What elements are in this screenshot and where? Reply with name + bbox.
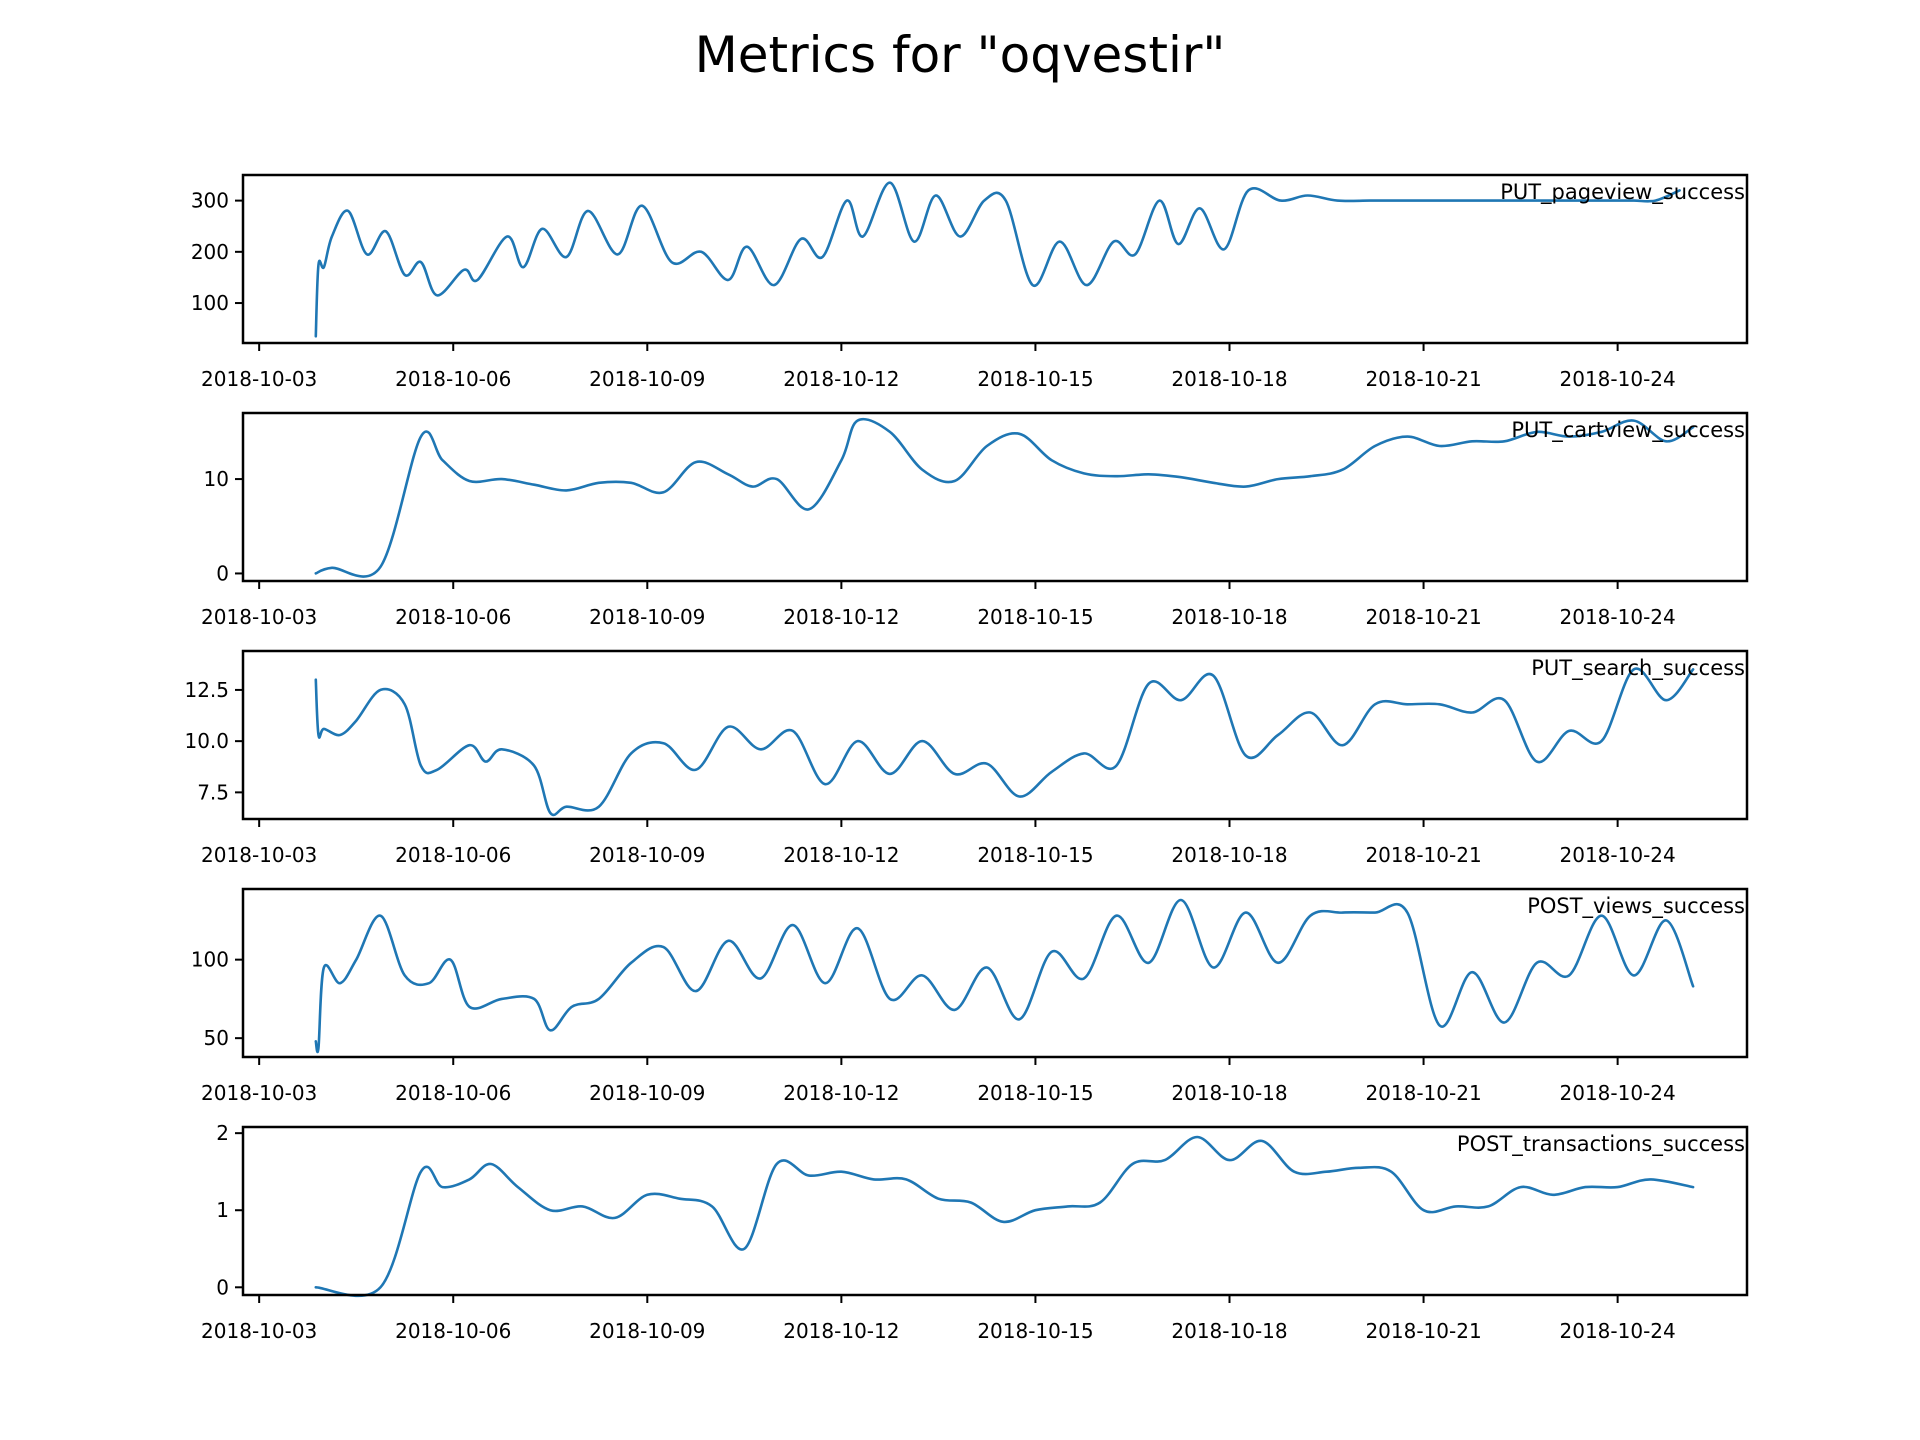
series-line-PUT_search_success [314, 667, 1695, 817]
x-tick-label: 2018-10-15 [977, 1319, 1093, 1343]
x-tick-label: 2018-10-09 [589, 1081, 705, 1105]
x-tick-label: 2018-10-03 [201, 605, 317, 629]
x-tick-label: 2018-10-03 [201, 367, 317, 391]
x-tick-label: 2018-10-24 [1560, 605, 1676, 629]
y-tick-label: 100 [191, 948, 229, 972]
panel-frame [241, 411, 1749, 583]
panel-frame [241, 649, 1749, 821]
y-tick-label: 0 [216, 1275, 229, 1299]
y-tick-label: 10.0 [184, 729, 229, 753]
panel-PUT_pageview_success: 100 200 300 2018-10-03 2018-10-06 2018-10-09 2… [191, 173, 1749, 391]
series-line-PUT_cartview_success [314, 417, 1695, 578]
x-tick-label: 2018-10-24 [1560, 843, 1676, 867]
x-tick-label: 2018-10-24 [1560, 1081, 1676, 1105]
x-tick-label: 2018-10-21 [1365, 605, 1481, 629]
panel-PUT_cartview_success: 0 10 2018-10-03 2018-10-06 2018-10-09 2018-10… [201, 411, 1749, 629]
x-tick-label: 2018-10-12 [783, 843, 899, 867]
y-tick-label: 12.5 [184, 678, 229, 702]
x-tick-label: 2018-10-21 [1365, 1319, 1481, 1343]
panel-series-label: POST_transactions_success [1457, 1132, 1745, 1157]
y-tick-label: 100 [191, 291, 229, 315]
x-tick-label: 2018-10-15 [977, 605, 1093, 629]
panel-series-label: PUT_cartview_success [1511, 418, 1745, 443]
x-tick-label: 2018-10-12 [783, 1319, 899, 1343]
x-tick-label: 2018-10-18 [1171, 843, 1287, 867]
x-tick-label: 2018-10-18 [1171, 367, 1287, 391]
series-line-POST_views_success [314, 898, 1695, 1054]
y-tick-label: 300 [191, 189, 229, 213]
x-tick-label: 2018-10-06 [395, 367, 511, 391]
x-tick-label: 2018-10-18 [1171, 605, 1287, 629]
x-tick-label: 2018-10-06 [395, 1081, 511, 1105]
x-tick-label: 2018-10-09 [589, 367, 705, 391]
y-tick-label: 7.5 [197, 780, 229, 804]
x-tick-label: 2018-10-12 [783, 605, 899, 629]
series-line-PUT_pageview_success [314, 181, 1681, 338]
x-tick-label: 2018-10-09 [589, 1319, 705, 1343]
x-tick-label: 2018-10-06 [395, 605, 511, 629]
panel-frame [241, 173, 1749, 345]
y-tick-label: 1 [216, 1198, 229, 1222]
panel-frame [241, 887, 1749, 1059]
panel-PUT_search_success: 7.5 10.0 12.5 2018-10-03 2018-10-06 2018-10-0… [184, 649, 1749, 867]
x-tick-label: 2018-10-15 [977, 367, 1093, 391]
y-tick-label: 50 [204, 1026, 229, 1050]
x-tick-label: 2018-10-06 [395, 1319, 511, 1343]
x-tick-label: 2018-10-18 [1171, 1319, 1287, 1343]
x-tick-label: 2018-10-06 [395, 843, 511, 867]
x-tick-label: 2018-10-09 [589, 843, 705, 867]
chart-title: Metrics for "oqvestir" [695, 26, 1226, 84]
panel-series-label: POST_views_success [1527, 894, 1745, 919]
panel-POST_transactions_success: 0 1 2 2018-10-03 2018-10-06 2018-10-09 2018-10… [201, 1121, 1749, 1343]
x-tick-label: 2018-10-15 [977, 843, 1093, 867]
series-line-POST_transactions_success [314, 1135, 1695, 1298]
x-tick-label: 2018-10-18 [1171, 1081, 1287, 1105]
x-tick-label: 2018-10-09 [589, 605, 705, 629]
x-tick-label: 2018-10-15 [977, 1081, 1093, 1105]
y-tick-label: 0 [216, 561, 229, 585]
x-tick-label: 2018-10-21 [1365, 1081, 1481, 1105]
x-tick-label: 2018-10-03 [201, 1319, 317, 1343]
x-tick-label: 2018-10-03 [201, 1081, 317, 1105]
panel-series-label: PUT_pageview_success [1500, 180, 1745, 205]
panel-POST_views_success: 50 100 2018-10-03 2018-10-06 2018-10-09 2018-… [191, 887, 1749, 1105]
x-tick-label: 2018-10-21 [1365, 843, 1481, 867]
x-tick-label: 2018-10-12 [783, 367, 899, 391]
x-tick-label: 2018-10-12 [783, 1081, 899, 1105]
x-tick-label: 2018-10-03 [201, 843, 317, 867]
y-tick-label: 10 [204, 467, 229, 491]
panel-series-label: PUT_search_success [1531, 656, 1745, 681]
x-tick-label: 2018-10-21 [1365, 367, 1481, 391]
x-tick-label: 2018-10-24 [1560, 1319, 1676, 1343]
y-tick-label: 200 [191, 240, 229, 264]
x-tick-label: 2018-10-24 [1560, 367, 1676, 391]
y-tick-label: 2 [216, 1121, 229, 1145]
